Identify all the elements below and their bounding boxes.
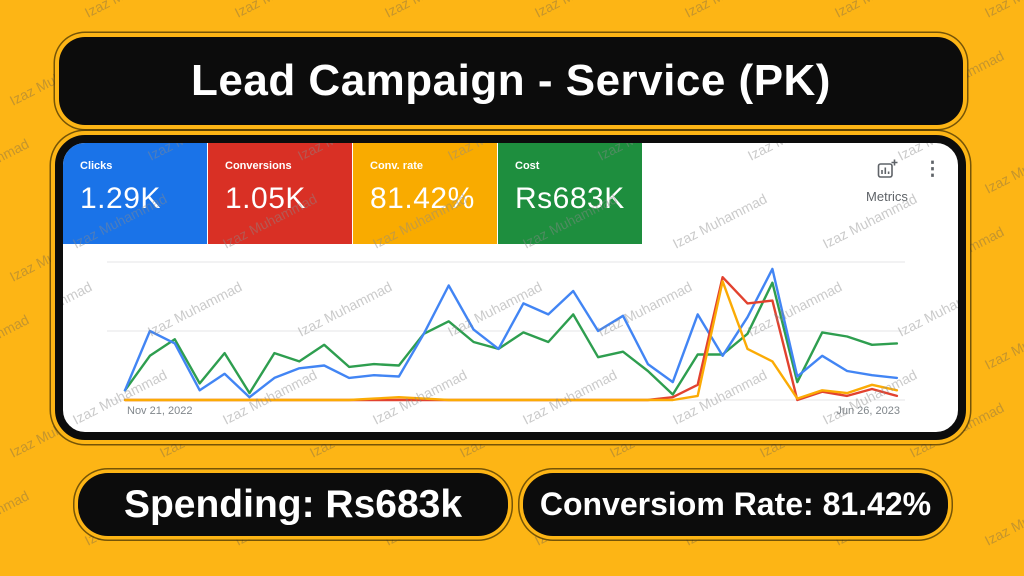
metric-card-conv-rate[interactable]: Conv. rate 81.42% — [353, 143, 497, 244]
x-axis-end-date: Jun 26, 2023 — [836, 405, 900, 417]
metric-cards-row: Clicks 1.29K Conversions 1.05K Conv. rat… — [63, 143, 642, 244]
metric-card-clicks[interactable]: Clicks 1.29K — [63, 143, 207, 244]
metric-value: 81.42% — [370, 182, 475, 215]
conversion-rate-badge: Conversiom Rate: 81.42% — [523, 473, 948, 536]
ads-dashboard-screenshot: Clicks 1.29K Conversions 1.05K Conv. rat… — [55, 135, 966, 440]
metric-value: 1.29K — [80, 182, 161, 215]
metric-label: Conversions — [225, 160, 292, 172]
bar-chart-add-icon — [877, 159, 898, 178]
spending-badge: Spending: Rs683k — [78, 473, 508, 536]
kebab-menu-icon[interactable]: ⋮ — [923, 159, 942, 180]
metric-label: Clicks — [80, 160, 113, 172]
metric-value: 1.05K — [225, 182, 306, 215]
metric-card-conversions[interactable]: Conversions 1.05K — [208, 143, 352, 244]
title-banner: Lead Campaign - Service (PK) — [59, 37, 963, 125]
metrics-chart — [107, 261, 905, 402]
metric-value: Rs683K — [515, 182, 625, 215]
metric-card-cost[interactable]: Cost Rs683K — [498, 143, 642, 244]
metrics-button[interactable]: Metrics — [859, 158, 915, 204]
metrics-button-label: Metrics — [866, 189, 908, 204]
spending-badge-label: Spending: Rs683k — [123, 482, 463, 526]
metric-label: Cost — [515, 160, 540, 172]
conversion-rate-badge-label: Conversiom Rate: 81.42% — [539, 486, 932, 522]
x-axis-start-date: Nov 21, 2022 — [127, 405, 193, 417]
page-title: Lead Campaign - Service (PK) — [191, 56, 831, 105]
metric-label: Conv. rate — [370, 160, 423, 172]
